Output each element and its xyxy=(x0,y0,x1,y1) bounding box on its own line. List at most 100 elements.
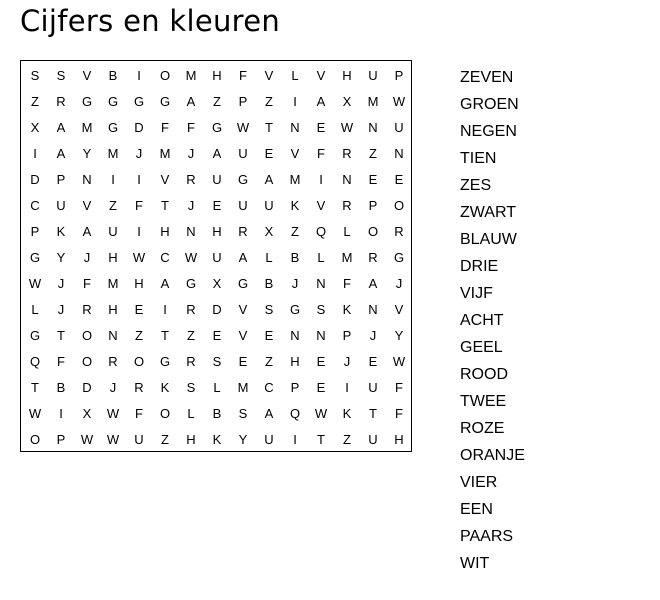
grid-cell[interactable]: G xyxy=(133,94,145,109)
grid-cell[interactable]: U xyxy=(368,432,378,447)
grid-cell[interactable]: W xyxy=(184,250,198,265)
grid-cell[interactable]: A xyxy=(316,94,326,109)
grid-cell[interactable]: E xyxy=(212,198,222,213)
grid-cell[interactable]: W xyxy=(236,120,250,135)
grid-cell[interactable]: P xyxy=(56,172,66,187)
grid-cell[interactable]: N xyxy=(290,120,300,135)
grid-cell[interactable]: H xyxy=(212,224,222,239)
grid-cell[interactable]: R xyxy=(238,224,248,239)
grid-cell[interactable]: M xyxy=(81,120,93,135)
grid-cell[interactable]: W xyxy=(28,276,42,291)
grid-cell[interactable]: O xyxy=(29,432,41,447)
grid-cell[interactable]: O xyxy=(81,328,93,343)
grid-cell[interactable]: T xyxy=(161,328,169,343)
grid-cell[interactable]: R xyxy=(186,354,196,369)
grid-cell[interactable]: J xyxy=(187,146,195,161)
grid-cell[interactable]: V xyxy=(316,68,326,83)
grid-cell[interactable]: K xyxy=(160,380,170,395)
grid-cell[interactable]: W xyxy=(106,432,120,447)
grid-cell[interactable]: R xyxy=(108,354,118,369)
grid-cell[interactable]: Z xyxy=(135,328,143,343)
grid-cell[interactable]: H xyxy=(186,432,196,447)
grid-cell[interactable]: E xyxy=(316,354,326,369)
grid-cell[interactable]: Y xyxy=(82,146,92,161)
grid-cell[interactable]: U xyxy=(238,146,248,161)
grid-cell[interactable]: Z xyxy=(161,432,169,447)
grid-cell[interactable]: A xyxy=(212,146,222,161)
grid-cell[interactable]: G xyxy=(237,172,249,187)
grid-cell[interactable]: N xyxy=(186,224,196,239)
grid-cell[interactable]: M xyxy=(159,146,171,161)
grid-cell[interactable]: F xyxy=(83,276,91,291)
grid-cell[interactable]: Z xyxy=(265,354,273,369)
grid-cell[interactable]: I xyxy=(59,406,63,421)
grid-cell[interactable]: F xyxy=(317,146,325,161)
grid-cell[interactable]: S xyxy=(56,68,66,83)
grid-cell[interactable]: R xyxy=(56,94,66,109)
grid-cell[interactable]: J xyxy=(291,276,299,291)
grid-cell[interactable]: J xyxy=(57,276,65,291)
grid-cell[interactable]: I xyxy=(163,302,167,317)
grid-cell[interactable]: D xyxy=(212,302,222,317)
grid-cell[interactable]: H xyxy=(394,432,404,447)
grid-cell[interactable]: H xyxy=(212,68,222,83)
grid-cell[interactable]: K xyxy=(342,406,352,421)
grid-cell[interactable]: W xyxy=(80,432,94,447)
grid-cell[interactable]: R xyxy=(342,146,352,161)
grid-cell[interactable]: A xyxy=(56,146,66,161)
grid-cell[interactable]: A xyxy=(186,94,196,109)
grid-cell[interactable]: D xyxy=(134,120,144,135)
grid-cell[interactable]: E xyxy=(264,328,274,343)
grid-cell[interactable]: B xyxy=(264,276,274,291)
grid-cell[interactable]: F xyxy=(395,406,403,421)
grid-cell[interactable]: Z xyxy=(291,224,299,239)
grid-cell[interactable]: F xyxy=(343,276,351,291)
grid-cell[interactable]: G xyxy=(289,302,301,317)
grid-cell[interactable]: D xyxy=(30,172,40,187)
grid-cell[interactable]: T xyxy=(161,198,169,213)
grid-cell[interactable]: I xyxy=(33,146,37,161)
grid-cell[interactable]: A xyxy=(264,406,274,421)
grid-cell[interactable]: T xyxy=(57,328,65,343)
grid-cell[interactable]: U xyxy=(264,198,274,213)
grid-cell[interactable]: N xyxy=(368,302,378,317)
grid-cell[interactable]: G xyxy=(159,94,171,109)
grid-cell[interactable]: W xyxy=(340,120,354,135)
grid-cell[interactable]: L xyxy=(317,250,325,265)
grid-cell[interactable]: A xyxy=(160,276,170,291)
grid-cell[interactable]: P xyxy=(368,198,378,213)
grid-cell[interactable]: C xyxy=(30,198,40,213)
grid-cell[interactable]: P xyxy=(56,432,66,447)
grid-cell[interactable]: J xyxy=(109,380,117,395)
grid-cell[interactable]: A xyxy=(238,250,248,265)
grid-cell[interactable]: N xyxy=(368,120,378,135)
grid-cell[interactable]: I xyxy=(137,172,141,187)
grid-cell[interactable]: G xyxy=(211,120,223,135)
grid-cell[interactable]: I xyxy=(111,172,115,187)
grid-cell[interactable]: D xyxy=(82,380,92,395)
grid-cell[interactable]: L xyxy=(343,224,351,239)
grid-cell[interactable]: O xyxy=(159,406,171,421)
grid-cell[interactable]: Y xyxy=(394,328,404,343)
grid-cell[interactable]: Q xyxy=(289,406,301,421)
grid-cell[interactable]: C xyxy=(264,380,274,395)
grid-cell[interactable]: I xyxy=(345,380,349,395)
grid-cell[interactable]: O xyxy=(393,198,405,213)
grid-cell[interactable]: J xyxy=(395,276,403,291)
grid-cell[interactable]: Z xyxy=(213,94,221,109)
grid-cell[interactable]: U xyxy=(212,172,222,187)
grid-cell[interactable]: M xyxy=(367,94,379,109)
grid-cell[interactable]: P xyxy=(394,68,404,83)
grid-cell[interactable]: H xyxy=(108,250,118,265)
grid-cell[interactable]: S xyxy=(30,68,40,83)
grid-cell[interactable]: O xyxy=(367,224,379,239)
grid-cell[interactable]: N xyxy=(82,172,92,187)
grid-cell[interactable]: R xyxy=(394,224,404,239)
grid-cell[interactable]: B xyxy=(290,250,300,265)
grid-cell[interactable]: V xyxy=(160,172,170,187)
grid-cell[interactable]: W xyxy=(28,406,42,421)
grid-cell[interactable]: O xyxy=(81,354,93,369)
grid-cell[interactable]: U xyxy=(264,432,274,447)
grid-cell[interactable]: N xyxy=(316,328,326,343)
grid-cell[interactable]: E xyxy=(394,172,404,187)
